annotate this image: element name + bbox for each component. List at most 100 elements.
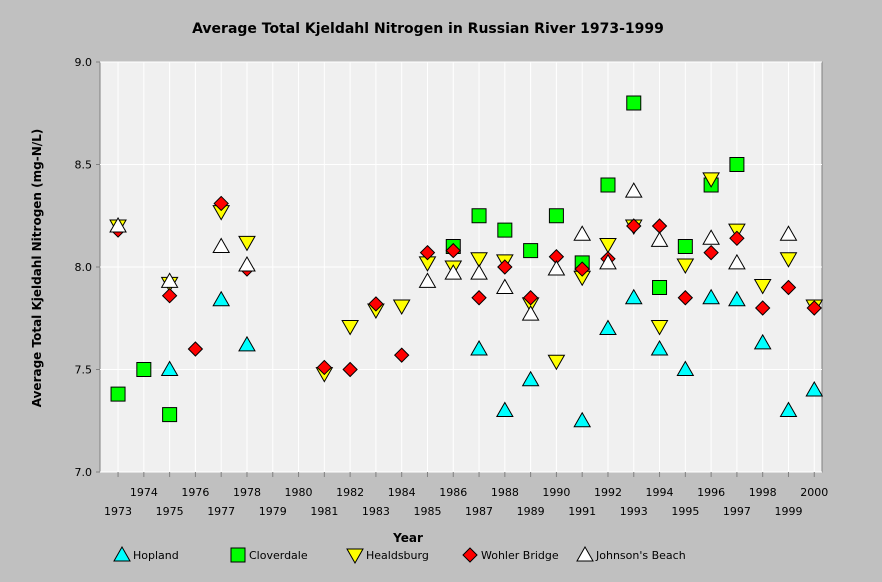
data-point xyxy=(754,300,771,316)
x-tick-label: 1998 xyxy=(749,486,777,499)
data-point xyxy=(599,253,617,270)
data-point xyxy=(650,231,669,247)
data-point xyxy=(238,235,256,252)
data-point xyxy=(162,407,178,423)
x-tick-label: 1985 xyxy=(413,505,441,518)
data-point xyxy=(599,237,617,254)
data-point xyxy=(495,278,514,294)
x-tick-label: 1984 xyxy=(388,486,416,499)
data-point xyxy=(471,290,487,306)
data-point xyxy=(547,354,566,371)
data-point xyxy=(650,339,669,356)
data-point xyxy=(160,272,179,288)
legend-label: Cloverdale xyxy=(249,549,308,562)
y-tick-label: 8.5 xyxy=(75,159,93,172)
x-tick-label: 1979 xyxy=(259,505,287,518)
data-point xyxy=(702,172,720,188)
x-axis-label: Year xyxy=(392,531,423,545)
x-tick-label: 1999 xyxy=(774,505,802,518)
data-point xyxy=(187,341,204,357)
series-cloverdale xyxy=(110,95,745,423)
data-point xyxy=(341,319,359,336)
data-point xyxy=(445,242,461,259)
data-point xyxy=(548,208,564,224)
legend-marker xyxy=(346,548,364,565)
data-point xyxy=(368,296,384,312)
legend-label: Healdsburg xyxy=(366,549,429,562)
data-point xyxy=(729,157,745,172)
x-tick-label: 1982 xyxy=(336,486,364,499)
legend: Hopland Cloverdale Healdsburg Wohler Bridge… xyxy=(113,545,686,565)
data-point xyxy=(677,239,693,254)
data-point xyxy=(109,216,127,233)
data-point xyxy=(573,411,592,428)
data-point xyxy=(522,290,539,306)
data-point xyxy=(676,360,695,376)
data-point xyxy=(702,288,720,305)
data-point xyxy=(676,258,695,274)
data-point xyxy=(677,290,694,306)
data-point xyxy=(495,401,514,417)
data-point xyxy=(238,255,256,272)
x-tick-label: 1977 xyxy=(207,505,235,518)
data-point xyxy=(574,261,590,277)
y-tick-label: 8.0 xyxy=(75,261,93,274)
data-point xyxy=(573,225,592,241)
data-point xyxy=(342,361,358,378)
data-point xyxy=(523,243,539,259)
x-tick-label: 1974 xyxy=(130,486,158,499)
data-point xyxy=(600,177,616,193)
data-point xyxy=(779,225,798,241)
legend-marker xyxy=(462,547,478,563)
legend-label: Johnson's Beach xyxy=(595,549,686,562)
data-point xyxy=(779,401,798,417)
data-point xyxy=(521,370,540,387)
data-point xyxy=(624,288,643,305)
y-axis-label: Average Total Kjeldahl Nitrogen (mg-N/L) xyxy=(30,129,44,408)
data-point xyxy=(161,287,178,304)
x-tick-label: 1987 xyxy=(465,505,493,518)
data-point xyxy=(652,280,668,295)
data-point xyxy=(497,222,513,238)
x-tick-label: 1992 xyxy=(594,486,622,499)
x-tick-label: 1994 xyxy=(646,486,674,499)
data-point xyxy=(626,218,642,234)
x-tick-label: 1983 xyxy=(362,505,390,518)
legend-label: Hopland xyxy=(133,549,179,562)
x-tick-label: 1993 xyxy=(620,505,648,518)
data-point xyxy=(599,319,617,335)
data-point xyxy=(419,244,436,261)
data-point xyxy=(497,259,513,275)
data-point xyxy=(418,272,437,288)
data-point xyxy=(213,195,229,212)
data-point xyxy=(160,360,179,376)
data-point xyxy=(728,290,746,307)
data-point xyxy=(110,386,126,402)
data-point xyxy=(212,237,231,253)
data-point xyxy=(393,347,410,363)
x-tick-label: 1991 xyxy=(568,505,596,518)
data-point xyxy=(136,362,152,377)
data-point xyxy=(703,244,719,261)
data-point xyxy=(779,252,798,268)
legend-marker xyxy=(576,545,594,562)
chart-title: Average Total Kjeldahl Nitrogen in Russi… xyxy=(192,21,664,37)
x-tick-label: 1995 xyxy=(671,505,699,518)
x-tick-label: 1973 xyxy=(104,505,132,518)
x-tick-label: 1986 xyxy=(439,486,467,499)
data-point xyxy=(624,182,643,198)
x-tick-label: 1997 xyxy=(723,505,751,518)
data-point xyxy=(753,333,772,350)
data-point xyxy=(780,279,797,296)
data-point xyxy=(626,95,642,111)
data-marks xyxy=(109,95,824,428)
data-point xyxy=(392,299,411,315)
axis-ticks: 1973 1974 1975 1976 1977 1978 1979 1980 1981 1982… xyxy=(75,56,829,518)
legend-marker xyxy=(113,545,131,562)
x-tick-label: 1975 xyxy=(156,505,184,518)
data-point xyxy=(316,359,333,376)
x-tick-label: 1996 xyxy=(697,486,725,499)
data-point xyxy=(444,264,463,280)
x-tick-label: 1988 xyxy=(491,486,519,499)
x-tick-label: 2000 xyxy=(800,486,828,499)
